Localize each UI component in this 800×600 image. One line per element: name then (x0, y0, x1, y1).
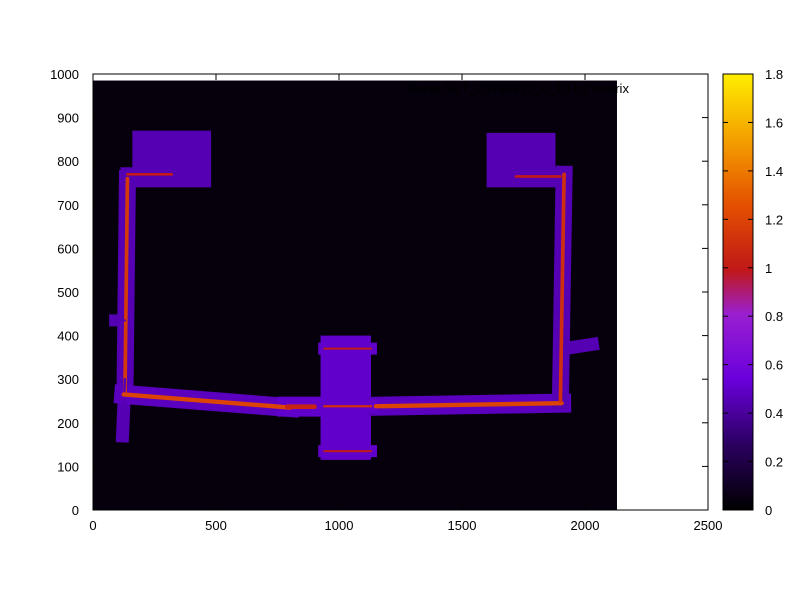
y-tick-label: 0 (72, 503, 79, 518)
y-tick-label: 900 (57, 111, 79, 126)
x-tick-label: 500 (205, 518, 227, 533)
axes: 0 500 1000 1500 2000 2500 0 100 200 300 400 500 600 7… (50, 67, 722, 533)
colorbar-gradient (722, 73, 754, 511)
colorbar: 0 0.2 0.4 0.6 0.8 1 1.2 1.4 1.6 1.8 (722, 67, 783, 518)
x-tick-label: 1000 (325, 518, 354, 533)
heatmap-block-center-hub (320, 335, 371, 460)
colorbar-tick-label: 0.2 (765, 455, 783, 470)
heatmap-core-bottom-left-corridor (121, 392, 292, 410)
y-tick-label: 1000 (50, 67, 79, 82)
y-tick-label: 600 (57, 241, 79, 256)
x-tick-label: 1500 (448, 518, 477, 533)
colorbar-tick-label: 0.4 (765, 406, 783, 421)
colorbar-tick-label: 0.6 (765, 358, 783, 373)
legend-label: 'Sonia-SeT_20190912_0_10.txt' matrix (405, 81, 629, 96)
colorbar-tick-label: 0.8 (765, 309, 783, 324)
y-tick-label: 700 (57, 198, 79, 213)
x-tick-label: 0 (89, 518, 96, 533)
y-tick-label: 400 (57, 329, 79, 344)
heatmap-core-bottom-right-corridor (373, 401, 564, 409)
colorbar-tick-label: 1 (765, 261, 772, 276)
heatmap-core-left-corridor (123, 176, 130, 395)
y-tick-label: 500 (57, 285, 79, 300)
colorbar-tick-label: 1.6 (765, 115, 783, 130)
plot-area (93, 80, 617, 510)
colorbar-tick-label: 1.4 (765, 164, 783, 179)
heatmap-core-left-corridor-lower (121, 378, 127, 438)
x-tick-label: 2500 (694, 518, 723, 533)
y-tick-label: 800 (57, 154, 79, 169)
heatmap-core-right-corridor (558, 172, 566, 403)
x-tick-label: 2000 (571, 518, 600, 533)
colorbar-tick-label: 1.2 (765, 212, 783, 227)
y-tick-label: 200 (57, 416, 79, 431)
y-tick-label: 100 (57, 459, 79, 474)
colorbar-tick-label: 1.8 (765, 67, 783, 82)
heatmap-core-right-corridor-spur (562, 343, 594, 350)
y-tick-label: 300 (57, 372, 79, 387)
colorbar-tick-label: 0 (765, 503, 772, 518)
